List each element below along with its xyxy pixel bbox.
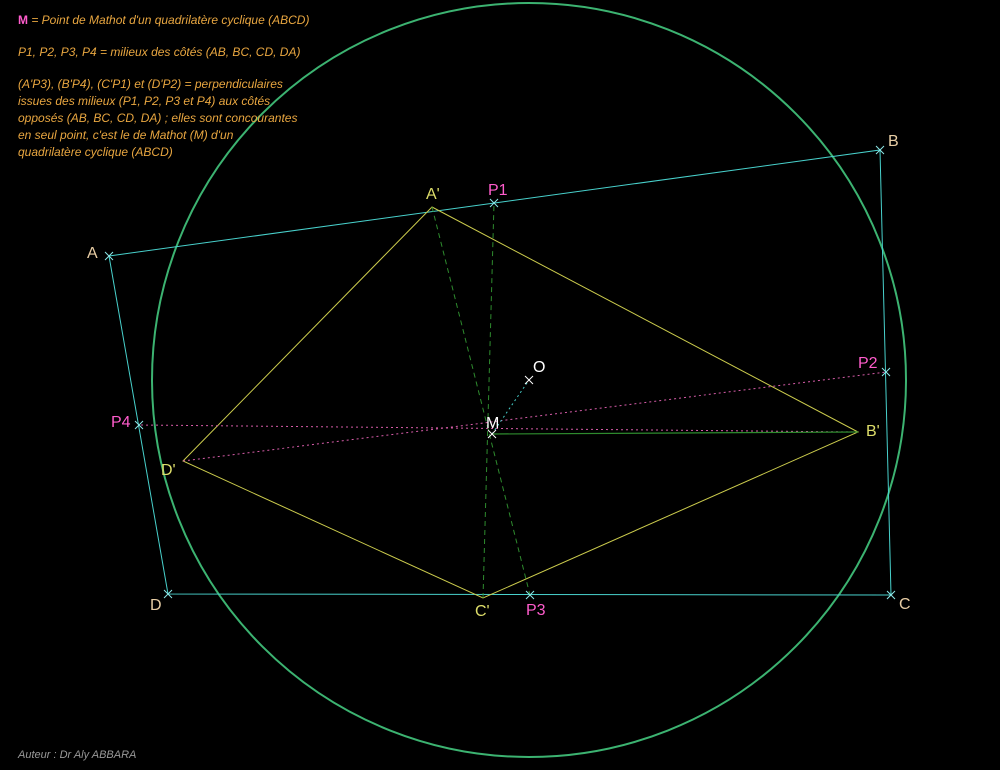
legend-line3b: issues des milieux (P1, P2, P3 et P4) au… <box>18 94 270 108</box>
svg-text:M: M <box>486 415 499 432</box>
legend-line3d: en seul point, c'est le de Mathot (M) d'… <box>18 128 234 142</box>
svg-text:B: B <box>888 133 899 150</box>
author-credit: Auteur : Dr Aly ABBARA <box>17 749 136 761</box>
svg-text:P4: P4 <box>111 414 131 431</box>
svg-text:P2: P2 <box>858 355 878 372</box>
legend-line2: P1, P2, P3, P4 = milieux des côtés (AB, … <box>18 45 300 59</box>
svg-text:C: C <box>899 596 911 613</box>
svg-text:P3: P3 <box>526 602 546 619</box>
svg-text:D: D <box>150 597 162 614</box>
legend-line1: M = Point de Mathot d'un quadrilatère cy… <box>18 13 309 27</box>
legend-line3e: quadrilatère cyclique (ABCD) <box>18 145 173 159</box>
svg-text:O: O <box>533 359 545 376</box>
legend-line3c: opposés (AB, BC, CD, DA) ; elles sont co… <box>18 111 297 125</box>
svg-text:P1: P1 <box>488 182 508 199</box>
svg-text:B': B' <box>866 423 880 440</box>
svg-text:C': C' <box>475 603 490 620</box>
svg-text:A': A' <box>426 186 440 203</box>
svg-text:D': D' <box>161 462 176 479</box>
svg-text:A: A <box>87 245 98 262</box>
legend-line3a: (A'P3), (B'P4), (C'P1) et (D'P2) = perpe… <box>18 77 283 91</box>
